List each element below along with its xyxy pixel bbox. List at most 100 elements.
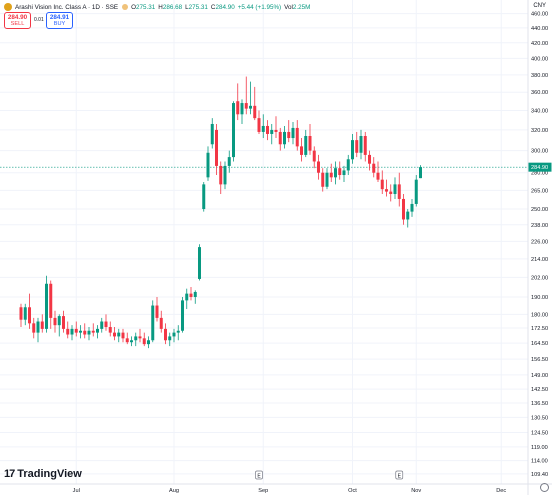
candle[interactable] <box>372 157 376 178</box>
candle[interactable] <box>155 296 159 322</box>
candle[interactable] <box>402 194 405 225</box>
candle[interactable] <box>257 110 261 134</box>
candle[interactable] <box>410 198 414 217</box>
candle[interactable] <box>53 310 57 333</box>
candle[interactable] <box>406 209 410 228</box>
candle[interactable] <box>253 86 257 121</box>
candle[interactable] <box>62 310 65 333</box>
candle[interactable] <box>393 177 397 199</box>
candle[interactable] <box>283 125 286 149</box>
candle[interactable] <box>219 161 223 195</box>
candle[interactable] <box>312 146 316 169</box>
candle[interactable] <box>36 317 40 343</box>
candle[interactable] <box>385 179 388 197</box>
candle[interactable] <box>138 328 142 343</box>
candle[interactable] <box>380 170 384 195</box>
candle[interactable] <box>261 114 265 139</box>
currency-label[interactable]: CNY <box>533 3 546 9</box>
tradingview-logo[interactable]: 17 TradingView <box>4 468 82 480</box>
candle[interactable] <box>79 325 82 339</box>
candle[interactable] <box>40 314 44 333</box>
candle[interactable] <box>355 131 359 158</box>
candle[interactable] <box>232 101 235 162</box>
candle[interactable] <box>159 310 163 333</box>
candle[interactable] <box>363 131 367 162</box>
candle[interactable] <box>83 323 87 339</box>
candle[interactable] <box>125 332 129 345</box>
candle[interactable] <box>181 296 184 333</box>
candle[interactable] <box>147 336 150 349</box>
candle[interactable] <box>206 146 210 181</box>
candle[interactable] <box>28 293 31 329</box>
candle[interactable] <box>308 123 312 155</box>
symbol-title[interactable]: Arashi Vision Inc. Class A · 1D · SSE <box>15 3 119 11</box>
candle[interactable] <box>19 303 23 328</box>
candle[interactable] <box>249 81 252 115</box>
candle[interactable] <box>57 314 61 337</box>
candle[interactable] <box>419 165 422 179</box>
settings-icon[interactable] <box>540 483 549 492</box>
candle[interactable] <box>91 323 95 337</box>
candle[interactable] <box>359 129 363 160</box>
candle[interactable] <box>113 327 116 341</box>
candle[interactable] <box>236 83 240 121</box>
candle[interactable] <box>376 161 380 183</box>
candle[interactable] <box>108 321 112 337</box>
candle[interactable] <box>168 332 172 347</box>
candle[interactable] <box>49 280 53 329</box>
candle[interactable] <box>300 138 303 162</box>
buy-button[interactable]: 284.91 BUY <box>46 12 73 29</box>
candle[interactable] <box>100 317 104 333</box>
candle[interactable] <box>338 161 342 180</box>
candle[interactable] <box>334 161 337 185</box>
candle[interactable] <box>142 332 146 347</box>
candle[interactable] <box>74 321 78 337</box>
candle[interactable] <box>121 328 125 343</box>
candle[interactable] <box>215 123 218 176</box>
candle[interactable] <box>321 168 325 192</box>
candle[interactable] <box>134 332 138 347</box>
candle[interactable] <box>176 325 180 341</box>
candle[interactable] <box>329 163 333 183</box>
candle[interactable] <box>45 275 48 333</box>
candle[interactable] <box>266 120 269 141</box>
candle[interactable] <box>389 184 393 202</box>
candle[interactable] <box>295 120 299 151</box>
candle[interactable] <box>202 182 206 212</box>
candle[interactable] <box>151 300 155 343</box>
candle[interactable] <box>244 76 248 115</box>
candle[interactable] <box>325 168 329 190</box>
candle[interactable] <box>346 154 350 176</box>
candle[interactable] <box>185 288 189 310</box>
candle[interactable] <box>172 328 176 343</box>
candle[interactable] <box>104 314 108 331</box>
candle[interactable] <box>189 287 193 301</box>
sell-button[interactable]: 284.90 SELL <box>4 12 31 29</box>
candle[interactable] <box>278 127 282 151</box>
candle[interactable] <box>304 129 308 158</box>
candle[interactable] <box>240 99 244 124</box>
candle[interactable] <box>397 172 401 207</box>
candle[interactable] <box>287 120 291 143</box>
candle[interactable] <box>164 323 167 345</box>
candle[interactable] <box>210 118 214 149</box>
earnings-marker-icon[interactable]: E <box>395 470 404 480</box>
candle[interactable] <box>117 328 121 343</box>
candle[interactable] <box>23 303 27 326</box>
candle[interactable] <box>368 150 371 171</box>
candle[interactable] <box>96 325 99 339</box>
candle[interactable] <box>32 317 36 339</box>
market-status-icon[interactable] <box>122 4 129 10</box>
candle[interactable] <box>227 150 231 173</box>
candle[interactable] <box>351 133 354 164</box>
candle[interactable] <box>66 321 70 339</box>
candle[interactable] <box>342 165 346 183</box>
candle[interactable] <box>70 325 74 341</box>
candle[interactable] <box>291 122 295 145</box>
candle[interactable] <box>270 123 274 145</box>
candle[interactable] <box>223 161 227 190</box>
candle[interactable] <box>193 290 197 304</box>
candle[interactable] <box>87 327 91 341</box>
